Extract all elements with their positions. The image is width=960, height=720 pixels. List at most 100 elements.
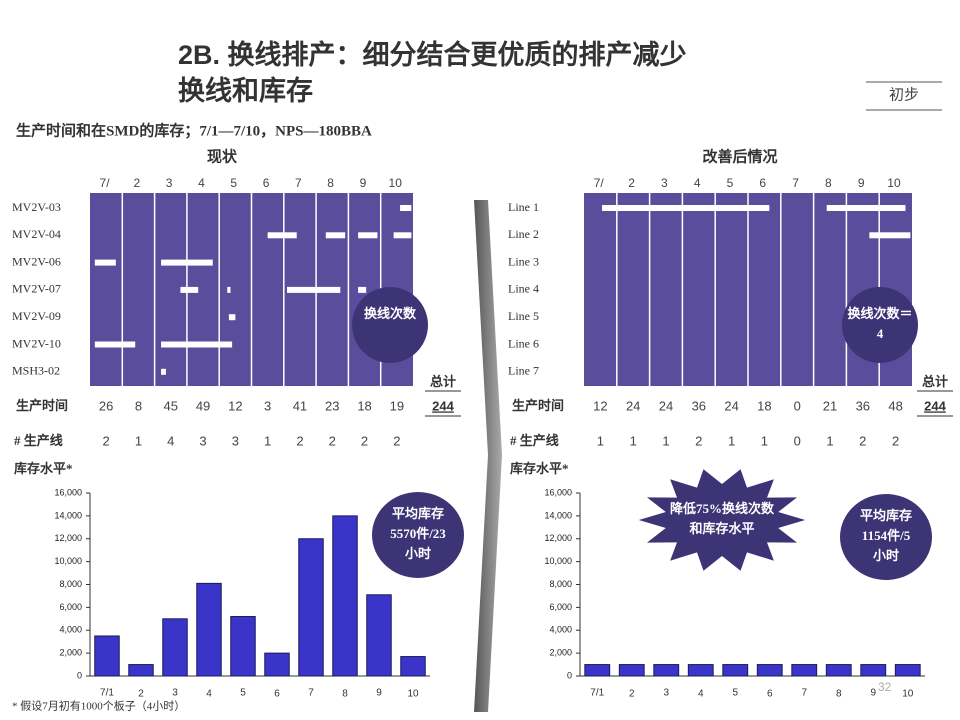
production-time: 49 bbox=[196, 398, 210, 413]
y-tick-label: 0 bbox=[77, 670, 82, 680]
panel-heading: 改善后情况 bbox=[702, 147, 777, 165]
bar bbox=[894, 664, 921, 677]
line-count: 3 bbox=[199, 433, 206, 448]
production-time: 12 bbox=[228, 398, 242, 413]
callout-text: 平均库存 bbox=[860, 508, 912, 523]
row-label: MV2V-07 bbox=[12, 282, 61, 296]
x-tick-label: 3 bbox=[172, 688, 178, 699]
line-count: 1 bbox=[630, 433, 637, 448]
day-label: 7 bbox=[295, 176, 302, 190]
y-tick-label: 6,000 bbox=[549, 602, 572, 612]
day-label: 8 bbox=[327, 176, 334, 190]
bar bbox=[128, 664, 154, 677]
stamp: 初步 bbox=[889, 86, 919, 103]
x-tick-label: 5 bbox=[732, 688, 738, 699]
y-tick-label: 6,000 bbox=[59, 602, 82, 612]
line-count: 1 bbox=[761, 433, 768, 448]
production-time: 0 bbox=[794, 398, 801, 413]
x-tick-label: 4 bbox=[206, 689, 212, 700]
schedule-segment bbox=[227, 286, 231, 293]
bar bbox=[791, 664, 818, 677]
schedule-segment bbox=[358, 232, 378, 239]
line-count: 2 bbox=[393, 433, 400, 448]
production-time: 23 bbox=[325, 398, 339, 413]
day-label: 6 bbox=[759, 176, 766, 190]
y-tick-label: 10,000 bbox=[54, 556, 82, 566]
production-total: 244 bbox=[924, 398, 946, 413]
production-time: 21 bbox=[823, 398, 837, 413]
row-label: Line 3 bbox=[508, 254, 539, 268]
schedule-segment bbox=[228, 314, 236, 321]
y-tick-label: 14,000 bbox=[544, 510, 572, 520]
y-tick-label: 16,000 bbox=[544, 487, 572, 497]
x-tick-label: 2 bbox=[138, 689, 144, 700]
schedule-segment bbox=[358, 286, 367, 293]
x-tick-label: 8 bbox=[836, 689, 842, 700]
callout-text: 小时 bbox=[873, 548, 899, 563]
day-label: 5 bbox=[727, 176, 734, 190]
y-tick-label: 16,000 bbox=[54, 487, 82, 497]
row-heading: 生产时间 bbox=[16, 398, 68, 413]
production-time: 48 bbox=[888, 398, 902, 413]
bar bbox=[264, 652, 290, 677]
day-label: 5 bbox=[230, 176, 237, 190]
row-label: MV2V-04 bbox=[12, 227, 61, 241]
line-count: 2 bbox=[103, 433, 110, 448]
y-tick-label: 2,000 bbox=[59, 648, 82, 658]
bar bbox=[332, 515, 358, 677]
row-label: MV2V-06 bbox=[12, 254, 61, 268]
production-time: 18 bbox=[757, 398, 771, 413]
row-label: MSH3-02 bbox=[12, 364, 60, 378]
row-label: Line 2 bbox=[508, 227, 539, 241]
schedule-segment bbox=[161, 368, 166, 375]
production-time: 8 bbox=[135, 398, 142, 413]
x-tick-label: 3 bbox=[663, 688, 669, 699]
x-tick-label: 5 bbox=[240, 688, 246, 699]
day-label: 10 bbox=[389, 176, 403, 190]
callout-text: 小时 bbox=[405, 546, 431, 561]
day-label: 4 bbox=[198, 176, 205, 190]
schedule-segment bbox=[602, 205, 770, 211]
footnote: * 假设7月初有1000个板子（4小时） bbox=[12, 699, 185, 713]
schedule-segment bbox=[94, 341, 136, 348]
bar bbox=[825, 664, 852, 677]
row-label: Line 5 bbox=[508, 309, 539, 323]
callout-text: 换线次数＝ bbox=[847, 306, 912, 321]
line-count: 1 bbox=[826, 433, 833, 448]
x-tick-label: 2 bbox=[629, 689, 635, 700]
day-label: 4 bbox=[694, 176, 701, 190]
line-count: 4 bbox=[167, 433, 174, 448]
production-time: 26 bbox=[99, 398, 113, 413]
callout-bubble bbox=[372, 492, 464, 578]
row-label: Line 4 bbox=[508, 282, 539, 296]
schedule-segment bbox=[161, 259, 213, 266]
production-time: 41 bbox=[293, 398, 307, 413]
x-tick-label: 7 bbox=[308, 688, 314, 699]
bar bbox=[653, 664, 680, 677]
schedule-segment bbox=[180, 286, 199, 293]
bar bbox=[618, 664, 645, 677]
schedule-segment bbox=[325, 232, 346, 239]
line-count: 3 bbox=[232, 433, 239, 448]
callout-text: 换线次数 bbox=[364, 306, 417, 321]
row-heading: # 生产线 bbox=[510, 433, 559, 448]
bar bbox=[756, 664, 783, 677]
day-label: 7/ bbox=[594, 176, 605, 190]
x-tick-label: 6 bbox=[767, 689, 773, 700]
schedule-segment bbox=[393, 232, 412, 239]
day-label: 6 bbox=[263, 176, 270, 190]
production-time: 3 bbox=[264, 398, 271, 413]
x-tick-label: 7/1 bbox=[590, 688, 604, 699]
total-label: 总计 bbox=[922, 374, 948, 389]
x-tick-label: 7 bbox=[801, 688, 807, 699]
bar bbox=[722, 664, 749, 677]
line-count: 2 bbox=[892, 433, 899, 448]
x-tick-label: 4 bbox=[698, 689, 704, 700]
y-tick-label: 8,000 bbox=[549, 579, 572, 589]
bar bbox=[400, 656, 426, 677]
schedule-segment bbox=[94, 259, 116, 266]
callout-text: 1154件/5 bbox=[862, 528, 911, 543]
day-label: 3 bbox=[661, 176, 668, 190]
day-label: 3 bbox=[166, 176, 173, 190]
row-label: MV2V-03 bbox=[12, 200, 61, 214]
